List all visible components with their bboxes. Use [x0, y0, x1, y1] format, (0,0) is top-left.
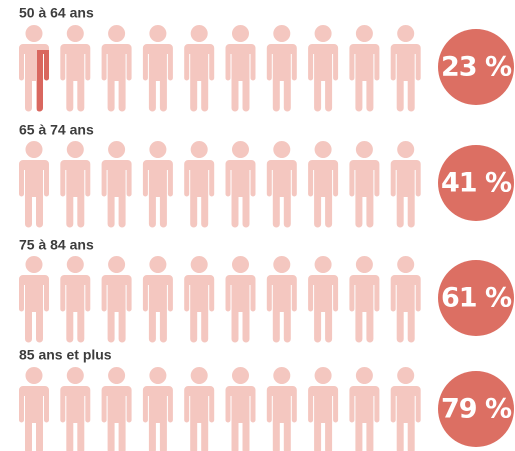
percent-label: 61 %: [441, 283, 512, 314]
person-icon-empty: [390, 256, 421, 343]
person-icon-empty: [60, 367, 91, 451]
person-icon-empty: [349, 367, 380, 451]
row-label: 85 ans et plus: [19, 347, 112, 363]
person-icon-empty: [266, 25, 297, 112]
person-icon-empty: [60, 141, 91, 228]
person-icon-empty: [19, 367, 49, 451]
person-icon-empty: [266, 256, 297, 343]
person-icon-empty: [308, 25, 339, 112]
person-icon-empty: [390, 367, 421, 451]
person-icon-empty: [266, 141, 297, 228]
percent-label: 23 %: [441, 52, 512, 83]
person-icon-empty: [349, 141, 380, 228]
row-label: 65 à 74 ans: [19, 122, 94, 138]
person-icon-empty: [142, 256, 173, 343]
person-icon-empty: [184, 367, 215, 451]
person-icon-empty: [184, 25, 215, 112]
person-icon-empty: [349, 25, 380, 112]
person-icon-empty: [390, 141, 421, 228]
person-icon-empty: [101, 367, 132, 451]
person-icon-empty: [142, 367, 173, 451]
percent-label: 79 %: [441, 394, 512, 425]
person-icon-empty: [184, 141, 215, 228]
person-icon-empty: [142, 141, 173, 228]
person-icon-empty: [308, 256, 339, 343]
person-icon-empty: [19, 256, 49, 343]
person-icon-empty: [308, 367, 339, 451]
person-icon-empty: [225, 141, 256, 228]
row-label: 50 à 64 ans: [19, 5, 94, 21]
person-icon-empty: [60, 256, 91, 343]
percent-badge: [438, 260, 514, 336]
person-icon-empty: [19, 141, 49, 228]
percent-badge: [438, 371, 514, 447]
person-icon-empty: [101, 256, 132, 343]
person-icon-empty: [225, 367, 256, 451]
person-icon-empty: [60, 25, 91, 112]
person-icon-empty: [266, 367, 297, 451]
percent-label: 41 %: [441, 168, 512, 199]
person-icon-empty: [390, 25, 421, 112]
person-icon-empty: [101, 141, 132, 228]
person-icon-empty: [308, 141, 339, 228]
percent-badge: [438, 145, 514, 221]
person-icon-empty: [142, 25, 173, 112]
person-icon-empty: [101, 25, 132, 112]
person-icon-empty: [225, 256, 256, 343]
row-label: 75 à 84 ans: [19, 237, 94, 253]
person-icon-empty: [225, 25, 256, 112]
person-icon-empty: [184, 256, 215, 343]
percent-badge: [438, 29, 514, 105]
person-icon-empty: [349, 256, 380, 343]
